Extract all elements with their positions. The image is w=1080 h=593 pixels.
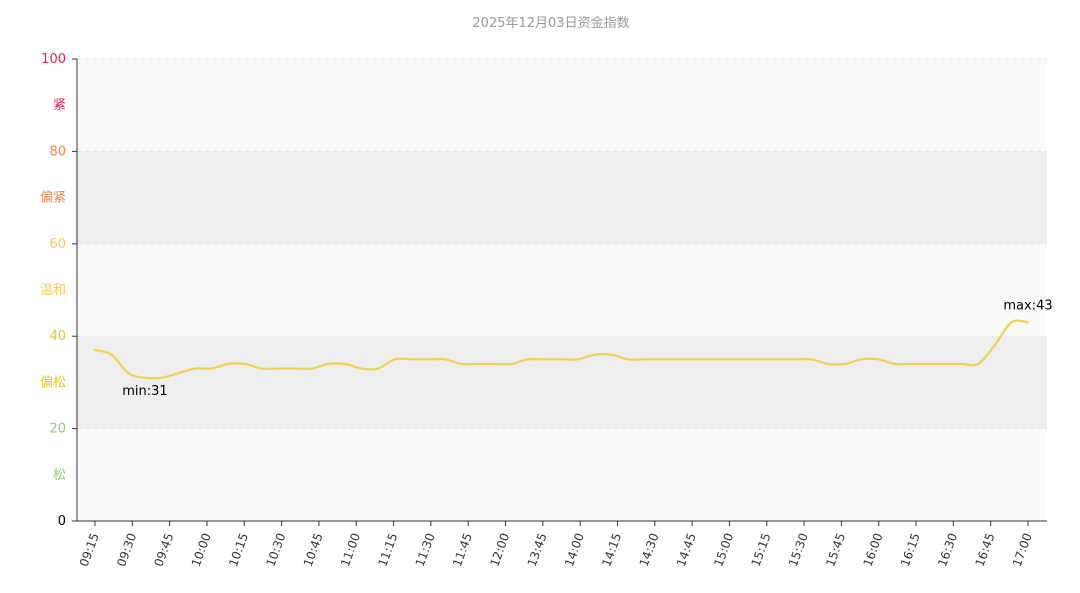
y-tick-label-60: 60 [49,237,66,252]
band-label-0: 松 [53,468,66,483]
label-layer: min:31 max:43 [122,298,1052,398]
x-tick-label-14:15: 14:15 [599,531,624,568]
bands-layer [77,59,1047,521]
grid-layer [77,58,1047,430]
x-tick-label-09:15: 09:15 [77,531,102,568]
x-tick-label-11:45: 11:45 [450,531,475,568]
max-label: max:43 [1003,298,1052,313]
x-tick-label-15:45: 15:45 [823,531,848,568]
x-tick-label-17:00: 17:00 [1010,531,1035,568]
x-tick-label-11:15: 11:15 [375,531,400,568]
y-tick-label-100: 100 [41,52,66,67]
x-tick-label-14:00: 14:00 [562,531,587,568]
x-tick-label-09:45: 09:45 [151,531,176,568]
x-tick-label-16:00: 16:00 [861,531,886,568]
x-tick-label-16:15: 16:15 [898,531,923,568]
band-label-1: 偏松 [40,375,66,390]
band-4 [77,59,1047,152]
x-tick-label-10:45: 10:45 [301,531,326,568]
x-tick-label-10:15: 10:15 [226,531,251,568]
x-tick-label-15:15: 15:15 [749,531,774,568]
line-layer [93,319,1030,380]
x-tick-label-15:00: 15:00 [711,531,736,568]
band-0 [77,428,1047,521]
band-label-4: 紧 [53,98,66,113]
x-tick-label-16:45: 16:45 [973,531,998,568]
chart-title: 2025年12月03日资金指数 [472,15,629,31]
series-line-0 [93,319,1030,380]
band-3 [77,151,1047,244]
x-tick-label-10:30: 10:30 [263,531,288,568]
x-tick-label-15:30: 15:30 [786,531,811,568]
band-1 [77,336,1047,429]
x-tick-label-09:30: 09:30 [114,531,139,568]
band-2 [77,243,1047,337]
y-tick-label-40: 40 [49,329,66,344]
x-tick-label-12:00: 12:00 [487,531,512,568]
min-label: min:31 [122,384,167,399]
x-tick-label-11:30: 11:30 [413,531,438,568]
x-tick-label-11:00: 11:00 [338,531,363,568]
x-tick-label-16:30: 16:30 [935,531,960,568]
x-tick-label-10:00: 10:00 [189,531,214,568]
y-tick-label-80: 80 [49,144,66,159]
x-tick-label-14:45: 14:45 [674,531,699,568]
x-tick-label-13:45: 13:45 [525,531,550,568]
band-label-3: 偏紧 [40,191,66,206]
y-tick-label-20: 20 [49,422,66,437]
x-tick-label-14:30: 14:30 [637,531,662,568]
band-label-2: 温和 [40,283,66,298]
y-tick-label-0: 0 [58,514,66,529]
